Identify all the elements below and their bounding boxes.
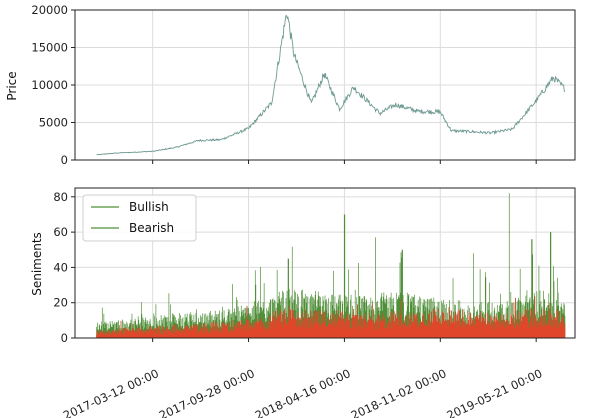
price-y-tick-label: 20000 <box>31 3 68 17</box>
price-series-line <box>96 15 566 156</box>
sentiment-y-ticks: 0 20 40 60 80 <box>53 190 75 345</box>
sentiment-x-tick-label: 2019-05-21 00:00 <box>445 366 545 418</box>
sentiment-y-tick-label: 60 <box>53 225 68 239</box>
price-y-tick-label: 5000 <box>39 116 68 130</box>
price-y-tick-label: 15000 <box>31 41 68 55</box>
sentiment-x-tick-label: 2017-03-12 00:00 <box>61 366 161 418</box>
sentiment-y-tick-label: 40 <box>53 260 68 274</box>
price-line-layer <box>96 15 566 156</box>
price-y-tick-label: 10000 <box>31 78 68 92</box>
sentiment-y-tick-label: 0 <box>61 331 68 345</box>
sentiment-x-tick-label: 2018-11-02 00:00 <box>349 366 449 418</box>
price-y-axis-label: Price <box>5 71 19 100</box>
price-x-ticks <box>152 160 537 164</box>
price-y-ticks: 0 5000 10000 15000 20000 <box>31 3 75 167</box>
sentiment-axes-frame <box>74 187 576 339</box>
legend-bullish-label: Bullish <box>129 200 169 214</box>
legend-bearish-label: Bearish <box>129 221 174 235</box>
legend: Bullish Bearish <box>82 194 197 242</box>
sentiment-y-tick-label: 80 <box>53 190 68 204</box>
sentiment-y-axis-label: Seniments <box>30 232 44 296</box>
price-y-tick-label: 0 <box>61 153 68 167</box>
sentiment-area-layer <box>96 193 566 338</box>
bearish-series-area <box>96 296 566 338</box>
sentiment-x-tick-label: 2017-09-28 00:00 <box>157 366 257 418</box>
price-grid <box>75 9 575 161</box>
sentiment-x-tick-label: 2018-04-16 00:00 <box>253 366 353 418</box>
price-panel: 0 5000 10000 15000 20000 Price <box>5 3 576 167</box>
sentiment-y-tick-label: 20 <box>53 296 68 310</box>
